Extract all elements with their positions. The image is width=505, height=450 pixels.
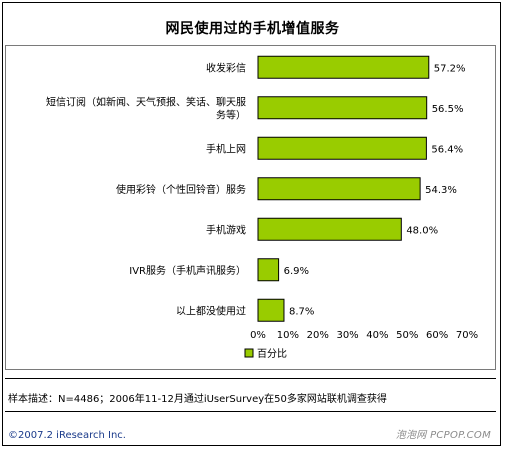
bar: [257, 55, 430, 79]
data-label: 57.2%: [434, 63, 466, 74]
category-label: 收发彩信: [206, 61, 246, 74]
plot-area-border: [5, 45, 496, 370]
category-label: 使用彩铃（个性回铃音）服务: [116, 183, 246, 196]
bar: [257, 217, 402, 241]
sample-note: 样本描述：N=4486；2006年11-12月通过iUserSurvey在50多…: [8, 394, 387, 405]
category-label: IVR服务（手机声讯服务）: [129, 264, 246, 277]
category-label: 短信订阅（如新闻、天气预报、笑话、聊天服: [46, 95, 246, 108]
data-label: 56.5%: [432, 104, 464, 115]
x-tick-label: 60%: [426, 330, 448, 341]
x-tick-label: 30%: [336, 330, 358, 341]
x-tick-label: 50%: [396, 330, 418, 341]
category-label: 手机上网: [206, 142, 246, 155]
copyright-text: ©2007.2 iResearch Inc.: [8, 430, 126, 441]
legend-swatch: [244, 348, 254, 358]
data-label: 56.4%: [431, 144, 463, 155]
x-tick-label: 20%: [307, 330, 329, 341]
x-tick-label: 70%: [456, 330, 478, 341]
bar: [257, 96, 428, 120]
x-tick-label: 40%: [366, 330, 388, 341]
chart-title: 网民使用过的手机增值服务: [165, 21, 340, 37]
data-label: 54.3%: [425, 185, 457, 196]
category-label: 务等）: [216, 108, 246, 121]
data-label: 48.0%: [406, 225, 438, 236]
category-label: 手机游戏: [206, 223, 246, 236]
bar: [257, 258, 280, 282]
bar: [257, 298, 285, 322]
divider-top: [5, 378, 496, 379]
watermark-text: 泡泡网 PCPOP.COM: [395, 430, 491, 441]
x-tick-label: 0%: [250, 330, 266, 341]
bar: [257, 177, 421, 201]
bar: [257, 136, 427, 160]
x-tick-label: 10%: [277, 330, 299, 341]
legend-label: 百分比: [257, 348, 287, 360]
divider-bottom: [5, 411, 496, 412]
category-label: 以上都没使用过: [176, 304, 246, 317]
data-label: 6.9%: [284, 266, 309, 277]
data-label: 8.7%: [289, 306, 314, 317]
chart-frame: [2, 2, 501, 446]
